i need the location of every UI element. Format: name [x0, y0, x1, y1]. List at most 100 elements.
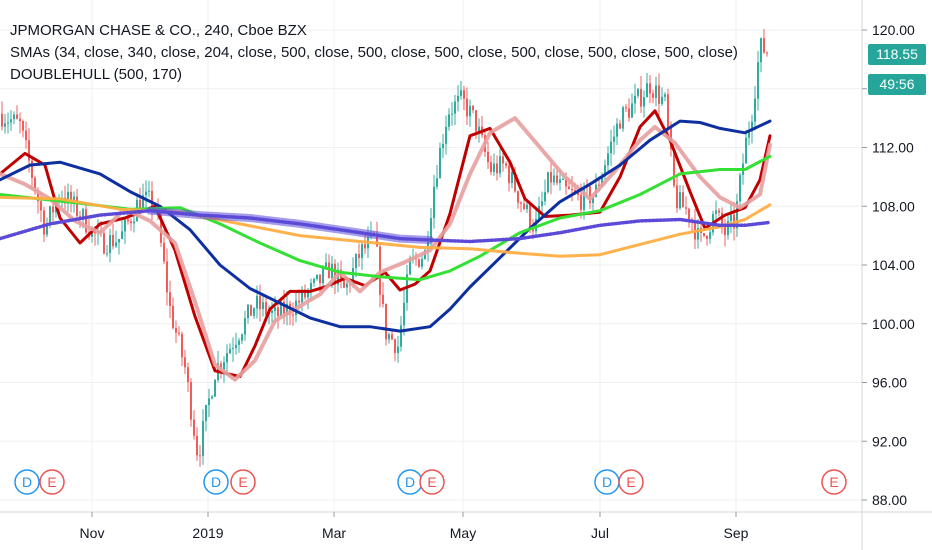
candle-body [559, 179, 561, 183]
candle-body [235, 344, 237, 349]
candle-body [688, 208, 690, 220]
candle-body [646, 83, 648, 98]
candle-body [382, 294, 384, 304]
candle-body [685, 207, 687, 209]
candle-body [199, 455, 201, 457]
candle-body [664, 94, 666, 97]
event-marker-label: D [211, 474, 221, 490]
event-marker-circle [618, 469, 644, 495]
candle-body [463, 90, 465, 99]
dividend-marker[interactable]: D [397, 469, 423, 495]
series-line-blue-sma [0, 119, 772, 333]
candle-body [619, 123, 621, 129]
candle-body [514, 172, 516, 192]
candle-body [241, 334, 243, 341]
candle-body [658, 85, 660, 104]
earnings-marker[interactable]: E [821, 469, 847, 495]
candle-body [736, 201, 738, 229]
bar-countdown-label: 49:56 [868, 74, 926, 95]
candle-body [70, 191, 72, 204]
earnings-marker[interactable]: E [230, 469, 256, 495]
x-tick-label: Nov [80, 525, 105, 541]
event-marker-circle [203, 469, 229, 495]
candle-body [649, 83, 651, 94]
candle-body [205, 405, 207, 422]
candle-body [247, 304, 249, 319]
candle-body [37, 191, 39, 202]
candle-body [526, 204, 528, 210]
candle-body [505, 163, 507, 166]
x-tick-label: Jul [591, 525, 609, 541]
event-marker-label: E [47, 474, 56, 490]
x-tick-label: 2019 [192, 525, 223, 541]
candle-body [376, 234, 378, 247]
earnings-marker[interactable]: E [419, 469, 445, 495]
legend-symbol-title[interactable]: JPMORGAN CHASE & CO., 240, Cboe BZX [10, 22, 307, 39]
candle-body [292, 314, 294, 316]
candle-body [472, 105, 474, 111]
candle-body [739, 174, 741, 202]
last-price-label: 118.55 [868, 44, 926, 65]
candle-body [757, 62, 759, 99]
dividend-marker[interactable]: D [14, 469, 40, 495]
earnings-marker[interactable]: E [618, 469, 644, 495]
candle-body [277, 307, 279, 317]
candle-body [445, 126, 447, 144]
candle-body [763, 38, 765, 53]
earnings-marker[interactable]: E [39, 469, 65, 495]
candle-body [244, 318, 246, 335]
candle-body [25, 130, 27, 141]
candle-body [232, 348, 234, 350]
event-marker-circle [230, 469, 256, 495]
candle-body [703, 232, 705, 236]
y-tick-label: 112.00 [872, 140, 914, 156]
candle-body [193, 419, 195, 436]
candle-body [553, 175, 555, 183]
dividend-marker[interactable]: D [594, 469, 620, 495]
candle-body [748, 131, 750, 138]
candle-body [238, 340, 240, 345]
candle-body [181, 333, 183, 358]
candle-body [85, 209, 87, 233]
candle-body [223, 362, 225, 370]
candle-body [127, 219, 129, 222]
candle-body [133, 221, 135, 224]
candle-body [10, 119, 12, 123]
candle-body [7, 122, 9, 124]
candle-body [19, 118, 21, 122]
candle-body [460, 90, 462, 96]
candle-body [496, 163, 498, 174]
candle-body [322, 267, 324, 284]
dividend-marker[interactable]: D [203, 469, 229, 495]
candle-body [82, 209, 84, 218]
x-tick-label: Mar [322, 525, 346, 541]
candle-body [76, 196, 78, 217]
candle-body [580, 194, 582, 210]
candle-body [31, 160, 33, 178]
candle-body [106, 253, 108, 255]
candle-body [151, 190, 153, 209]
legend-doublehull-indicator[interactable]: DOUBLEHULL (500, 170) [10, 66, 183, 83]
event-marker-circle [821, 469, 847, 495]
candle-body [643, 97, 645, 107]
candle-body [697, 227, 699, 240]
candle-body [49, 206, 51, 224]
event-marker-label: E [626, 474, 635, 490]
candle-body [16, 114, 18, 119]
candle-body [661, 96, 663, 104]
candle-body [565, 179, 567, 187]
candle-body [502, 156, 504, 164]
x-tick-label: May [450, 525, 476, 541]
event-marker-circle [14, 469, 40, 495]
candle-body [145, 191, 147, 196]
legend-sma-indicator[interactable]: SMAs (34, close, 340, close, 204, close,… [10, 44, 738, 61]
candle-body [598, 184, 600, 187]
event-marker-label: D [602, 474, 612, 490]
event-marker-label: E [427, 474, 436, 490]
event-marker-label: D [405, 474, 415, 490]
candle-body [430, 218, 432, 243]
event-marker-label: E [829, 474, 838, 490]
candle-body [571, 189, 573, 191]
